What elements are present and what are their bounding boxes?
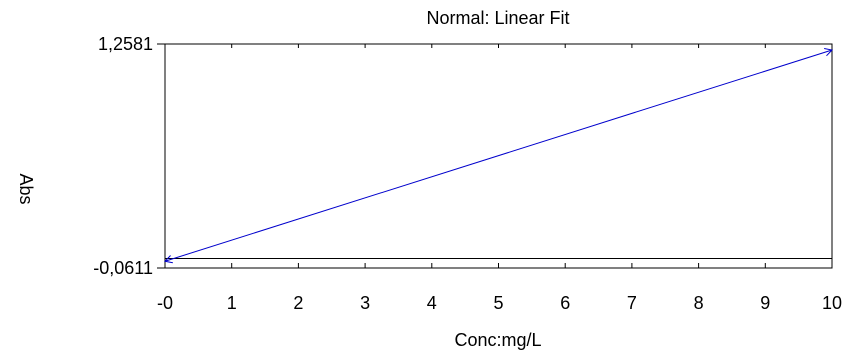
x-axis-label: Conc:mg/L [454,330,541,350]
x-tick-label: 6 [560,293,570,313]
x-tick-label: 2 [293,293,303,313]
y-axis-label: Abs [16,173,36,204]
x-tick-label: 7 [627,293,637,313]
x-tick-label: -0 [157,293,173,313]
x-tick-label: 1 [227,293,237,313]
chart-title: Normal: Linear Fit [426,8,569,28]
x-tick-label: 4 [427,293,437,313]
y-tick-label: -0,0611 [93,258,153,278]
x-tick-label: 10 [822,293,842,313]
fit-line-end-arrow [824,47,833,57]
fit-line [164,49,833,262]
x-tick-label: 5 [493,293,503,313]
fit-line-start-arrow [164,255,173,264]
x-tick-label: 3 [360,293,370,313]
x-tick-label: 8 [694,293,704,313]
x-tick-label: 9 [760,293,770,313]
y-tick-label: 1,2581 [98,34,153,54]
